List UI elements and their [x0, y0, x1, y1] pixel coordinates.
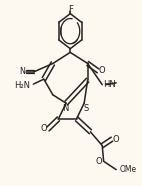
Text: N: N [62, 104, 69, 113]
Text: O: O [99, 66, 105, 75]
Text: OMe: OMe [120, 165, 137, 174]
Text: O: O [96, 157, 103, 166]
Text: HN: HN [103, 80, 116, 89]
Text: S: S [83, 104, 88, 113]
Text: N: N [19, 67, 25, 76]
Text: O: O [40, 124, 47, 134]
Text: F: F [68, 4, 73, 14]
Text: H₂N: H₂N [15, 81, 31, 90]
Text: O: O [113, 135, 119, 144]
